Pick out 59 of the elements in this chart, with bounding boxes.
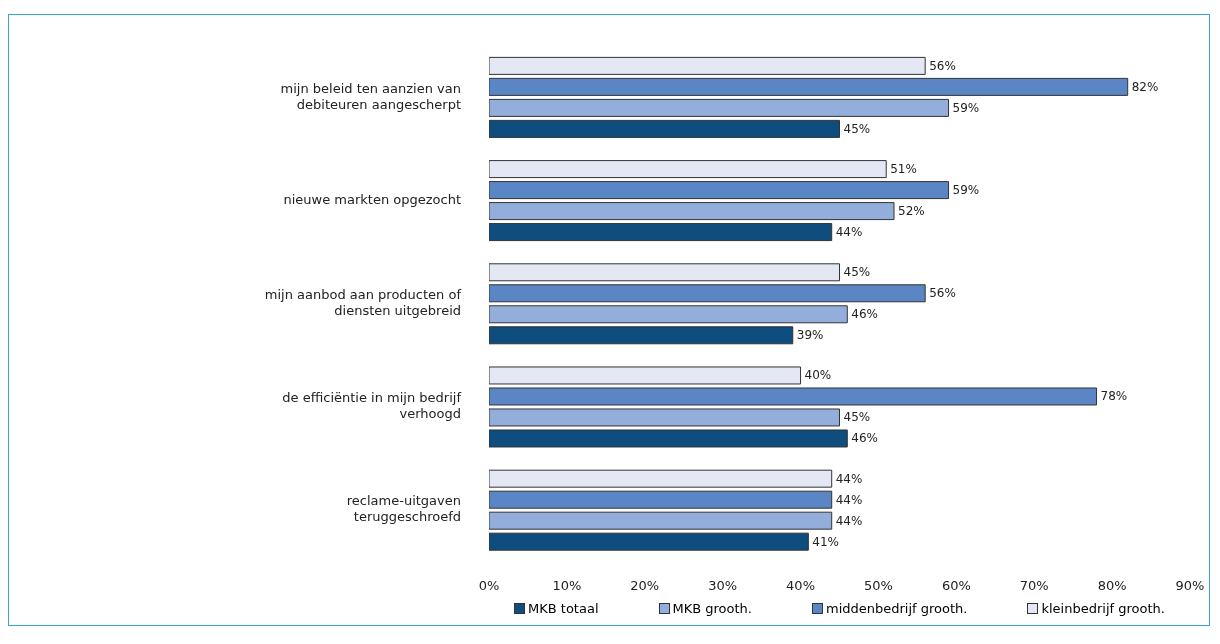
y-tick-label: mijn aanbod aan producten of diensten uitgebreid — [264, 287, 462, 318]
legend-label: MKB totaal — [527, 601, 599, 616]
data-label: 56% — [929, 58, 956, 73]
bar — [489, 77, 1129, 96]
x-tick-label: 20% — [630, 578, 660, 594]
data-label: 44% — [835, 492, 863, 507]
data-label: 45% — [843, 265, 871, 280]
data-label: 78% — [1100, 389, 1128, 404]
bar — [489, 119, 840, 138]
legend-label: middenbedrijf grooth. — [825, 601, 968, 616]
data-label: 51% — [890, 162, 917, 177]
bar — [489, 366, 802, 385]
x-tick-label: 40% — [786, 578, 816, 594]
x-tick-label: 10% — [552, 578, 582, 594]
data-label: 44% — [835, 471, 863, 486]
data-label: 56% — [929, 286, 956, 301]
data-label: 52% — [898, 204, 925, 219]
legend-label: MKB grooth. — [671, 601, 752, 616]
data-label: 39% — [796, 328, 824, 343]
data-label: 40% — [804, 368, 832, 383]
bar — [489, 223, 833, 242]
data-label: 59% — [952, 100, 980, 115]
bar — [489, 429, 848, 448]
bar — [489, 469, 833, 488]
data-label: 45% — [843, 121, 871, 136]
data-label: 46% — [851, 307, 878, 322]
bar — [489, 160, 887, 179]
x-tick-label: 60% — [941, 578, 971, 594]
bar — [489, 408, 840, 427]
data-label: 45% — [843, 410, 871, 425]
legend-label: kleinbedrijf grooth. — [1040, 601, 1165, 616]
data-label: 82% — [1131, 79, 1159, 94]
bar — [489, 56, 926, 75]
y-tick-label: reclame-uitgaven teruggeschroefd — [346, 493, 461, 525]
y-tick-label: de efficiëntie in mijn bedrijf verhoogd — [282, 390, 462, 422]
bar — [489, 532, 809, 551]
y-tick-label: mijn beleid ten aanzien van debiteuren aangescherpt — [280, 80, 461, 112]
bar — [489, 305, 848, 324]
data-label: 41% — [812, 534, 840, 549]
x-tick-label: 90% — [1175, 578, 1205, 594]
y-tick-label: nieuwe markten opgezocht — [283, 191, 461, 207]
x-tick-label: 50% — [863, 578, 893, 594]
x-tick-label: 0% — [478, 578, 500, 594]
bar — [489, 387, 1098, 406]
x-tick-label: 30% — [708, 578, 738, 594]
bar — [489, 511, 833, 530]
bar — [489, 98, 950, 117]
bar — [489, 326, 794, 345]
data-label: 59% — [952, 183, 980, 198]
bar — [489, 202, 895, 221]
x-tick-label: 80% — [1097, 578, 1127, 594]
data-label: 44% — [835, 225, 863, 240]
x-tick-label: 70% — [1019, 578, 1049, 594]
bar — [489, 490, 833, 509]
bar — [489, 284, 926, 303]
bar — [489, 263, 840, 282]
data-label: 46% — [851, 431, 878, 446]
data-label: 44% — [835, 513, 863, 528]
bar — [489, 181, 950, 200]
